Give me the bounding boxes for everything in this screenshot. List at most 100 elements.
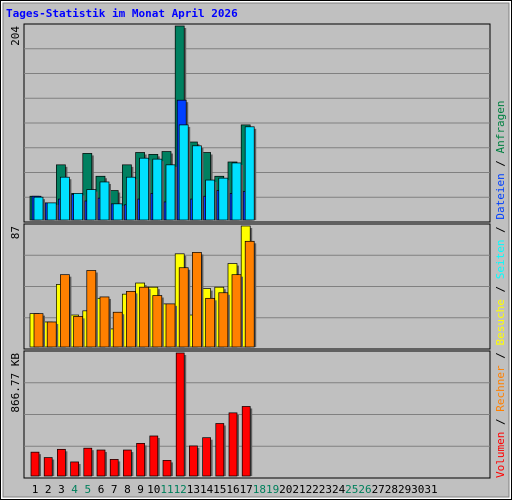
hits-files-pages-panel: 204: [9, 23, 491, 223]
x-tick-label: 14: [200, 483, 214, 496]
x-tick-label: 9: [137, 483, 144, 496]
visits-sites-panel: 87: [9, 223, 491, 350]
y-axis-max-label: 87: [9, 226, 22, 239]
legend-entry: /: [494, 346, 507, 366]
bar-volumen-day-6: [96, 449, 106, 477]
bar-rechner-day-14: [205, 297, 215, 348]
bar-rechner-day-13: [192, 252, 202, 348]
bar-rechner-day-8: [126, 291, 136, 348]
x-tick-label: 19: [266, 483, 279, 496]
x-tick-label: 13: [187, 483, 200, 496]
y-axis-max-label: 866.77 KB: [9, 353, 22, 413]
bar-volumen-day-10: [149, 435, 159, 477]
bar-seiten-day-11: [165, 164, 176, 221]
x-tick-label: 7: [111, 483, 118, 496]
x-tick-label: 23: [319, 483, 332, 496]
x-tick-label: 20: [279, 483, 292, 496]
bar-volumen-day-17: [241, 406, 251, 477]
x-tick-label: 8: [124, 483, 131, 496]
x-tick-label: 6: [98, 483, 105, 496]
bar-seiten-day-10: [152, 158, 163, 221]
bar-seiten-day-3: [60, 176, 70, 221]
legend-entry: Dateien: [494, 173, 507, 219]
x-tick-label: 2: [45, 483, 52, 496]
legend-entry: Volumen: [494, 432, 507, 478]
bar-volumen-day-15: [215, 423, 225, 477]
bar-volumen-day-5: [83, 447, 93, 477]
bar-rechner-day-2: [46, 321, 57, 348]
bar-seiten-day-2: [46, 202, 57, 221]
bar-rechner-day-1: [33, 313, 44, 348]
bar-seiten-day-5: [86, 189, 97, 221]
bar-rechner-day-9: [139, 286, 149, 348]
kbytes-panel: 866.77 KB: [9, 350, 491, 479]
bar-seiten-day-9: [139, 157, 149, 221]
x-tick-label: 18: [253, 483, 266, 496]
bar-seiten-day-6: [99, 181, 110, 221]
bar-volumen-day-9: [136, 443, 145, 477]
legend-entry: /: [494, 220, 507, 240]
bar-seiten-day-8: [126, 176, 136, 221]
x-tick-label: 24: [332, 483, 346, 496]
x-tick-label: 21: [292, 483, 305, 496]
legend-entry: /: [494, 412, 507, 432]
bar-rechner-day-4: [73, 316, 83, 348]
bar-seiten-day-14: [205, 179, 215, 221]
legend-entry: /: [494, 153, 507, 173]
bar-rechner-day-15: [218, 292, 229, 348]
x-tick-label: 16: [226, 483, 239, 496]
chart-title: Tages-Statistik im Monat April 2026: [6, 7, 238, 20]
bar-rechner-day-12: [178, 267, 189, 348]
x-tick-label: 17: [240, 483, 253, 496]
x-tick-label: 25: [345, 483, 358, 496]
bar-seiten-day-17: [244, 126, 255, 221]
x-tick-label: 5: [84, 483, 91, 496]
legend-entry: Besuche: [494, 299, 507, 345]
bar-rechner-day-6: [99, 296, 110, 348]
bar-seiten-day-12: [178, 124, 189, 221]
legend-entry: Rechner: [494, 365, 507, 412]
bar-rechner-day-3: [60, 274, 70, 348]
x-tick-label: 4: [71, 483, 78, 496]
bar-rechner-day-10: [152, 295, 163, 348]
bar-volumen-day-4: [70, 461, 79, 477]
bar-seiten-day-13: [192, 145, 202, 221]
x-tick-label: 27: [372, 483, 385, 496]
x-axis-day-labels: 1 2 3 4 5 6 7 8 9 10 11 12 13 14 15 16 17 18 19 20 21 22 23 24 2…: [32, 483, 438, 496]
x-tick-label: 1: [32, 483, 39, 496]
bar-volumen-day-14: [202, 437, 211, 477]
legend: Volumen / Rechner / Besuche / Seiten / D…: [494, 100, 507, 478]
x-tick-label: 10: [147, 483, 160, 496]
x-tick-label: 15: [213, 483, 226, 496]
bar-volumen-day-16: [228, 412, 238, 477]
legend-entry: Anfragen: [494, 100, 507, 153]
bar-seiten-day-16: [231, 162, 242, 221]
bar-volumen-day-7: [109, 459, 119, 477]
bar-rechner-day-17: [244, 240, 255, 348]
bar-seiten-day-1: [33, 196, 44, 221]
x-tick-label: 28: [385, 483, 398, 496]
bar-rechner-day-7: [112, 311, 123, 348]
bar-volumen-day-8: [123, 449, 132, 477]
y-axis-max-label: 204: [9, 26, 22, 46]
bar-volumen-day-11: [162, 460, 172, 477]
x-tick-label: 29: [398, 483, 411, 496]
x-tick-label: 3: [58, 483, 65, 496]
x-tick-label: 30: [411, 483, 424, 496]
bar-volumen-day-3: [57, 448, 66, 477]
x-tick-label: 26: [358, 483, 371, 496]
x-tick-label: 11: [160, 483, 173, 496]
bar-rechner-day-16: [231, 274, 242, 348]
legend-entry: Seiten: [494, 240, 507, 280]
bar-volumen-day-13: [189, 445, 198, 477]
bar-volumen-day-2: [43, 457, 53, 477]
bar-volumen-day-1: [30, 451, 40, 477]
bar-seiten-day-7: [112, 203, 123, 221]
x-tick-label: 31: [424, 483, 437, 496]
bar-rechner-day-5: [86, 270, 97, 348]
bar-seiten-day-15: [218, 177, 229, 221]
bar-seiten-day-4: [73, 193, 83, 221]
legend-entry: /: [494, 279, 507, 299]
bar-volumen-day-12: [175, 352, 185, 477]
